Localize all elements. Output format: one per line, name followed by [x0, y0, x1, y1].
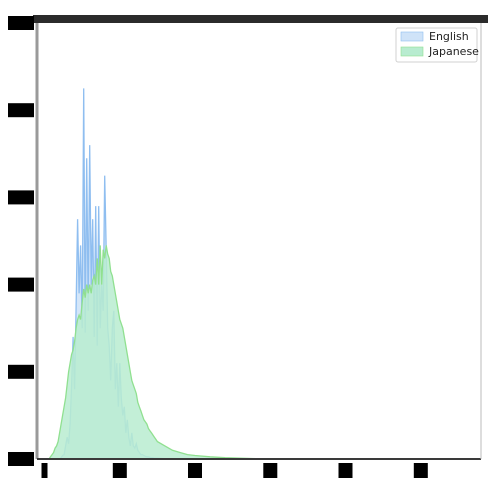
y-tick-mark: [8, 277, 34, 292]
legend: English Japanese: [395, 27, 479, 63]
legend-swatch-english: [400, 31, 424, 42]
y-tick-mark: [8, 190, 34, 205]
x-tick-mark: [263, 463, 278, 478]
series-line-japanese: [44, 245, 481, 460]
x-tick-mark: [413, 463, 428, 478]
legend-label-english: English: [429, 30, 469, 43]
y-tick-mark: [8, 364, 34, 379]
y-tick-mark: [8, 103, 34, 118]
x-tick-mark: [188, 463, 202, 478]
y-tick-mark: [8, 452, 34, 466]
x-ticks: [41, 463, 428, 478]
y-tick-mark: [8, 16, 34, 30]
y-ticks: [8, 16, 34, 466]
legend-swatch-japanese: [400, 46, 424, 57]
x-tick-mark: [41, 463, 48, 478]
legend-label-japanese: Japanese: [428, 45, 479, 58]
x-tick-mark: [338, 463, 353, 478]
top-bar: [33, 15, 488, 23]
x-tick-mark: [112, 463, 127, 478]
series-area-japanese: [44, 245, 481, 459]
